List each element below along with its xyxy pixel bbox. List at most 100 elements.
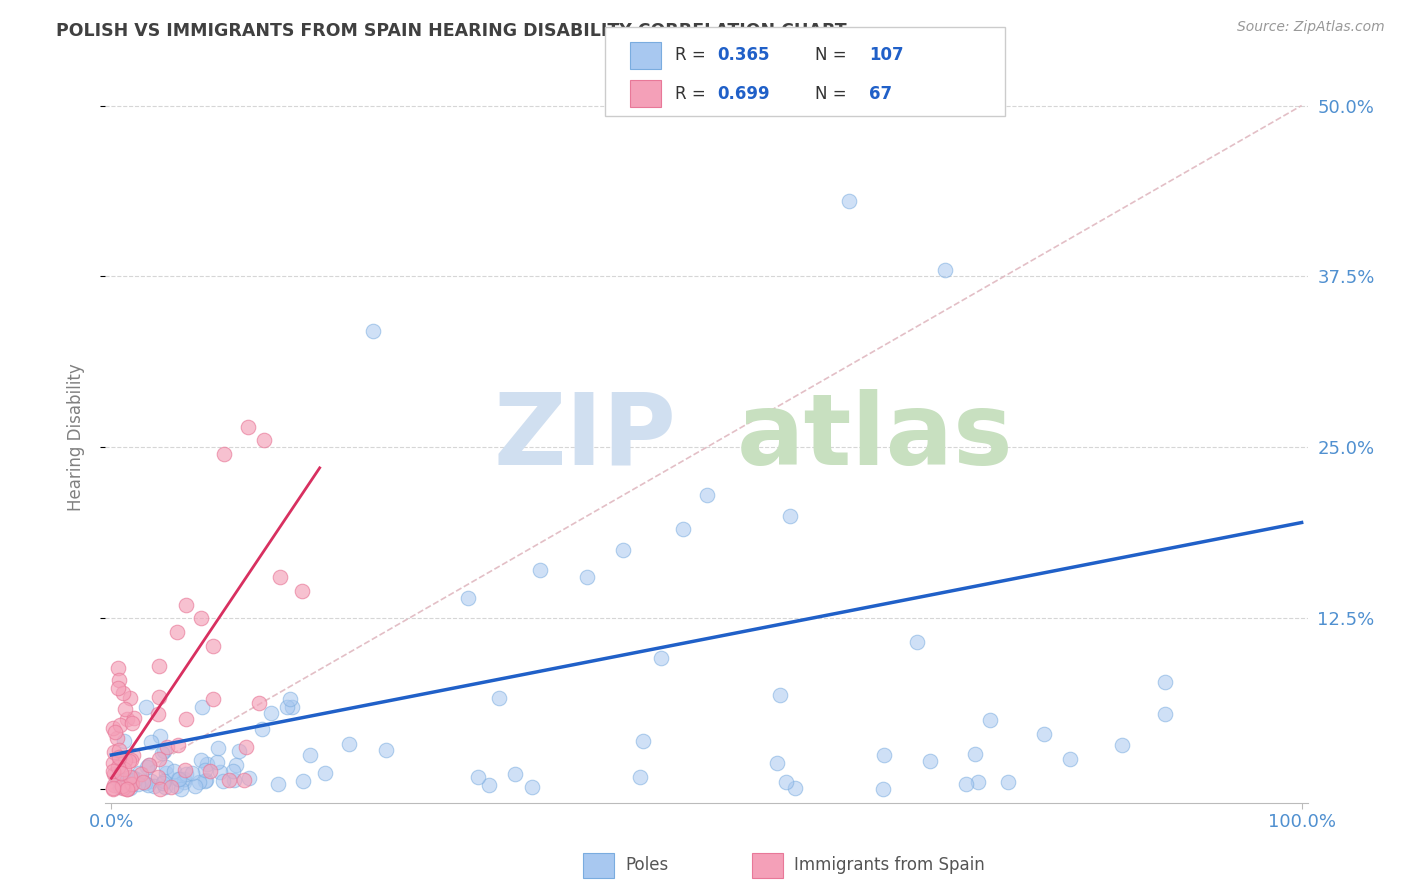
Point <box>129 766 152 780</box>
Point <box>225 758 247 772</box>
Point <box>214 447 236 461</box>
Point <box>201 639 224 653</box>
Point <box>467 770 489 784</box>
Text: N =: N = <box>815 85 852 103</box>
Point <box>118 770 141 784</box>
Point <box>160 780 183 795</box>
Point <box>108 718 131 732</box>
Point <box>114 753 136 767</box>
Point <box>173 774 195 789</box>
Point <box>111 780 134 795</box>
Point <box>769 688 792 702</box>
Point <box>111 686 134 700</box>
Point <box>176 598 198 612</box>
Point <box>143 779 166 793</box>
Point <box>997 775 1019 789</box>
Point <box>235 739 257 754</box>
Point <box>108 780 131 795</box>
Point <box>105 772 128 786</box>
Point <box>107 750 129 764</box>
Point <box>276 700 298 714</box>
Text: 107: 107 <box>869 46 904 64</box>
Point <box>104 725 127 739</box>
Point <box>207 740 229 755</box>
Point <box>955 777 977 791</box>
Point <box>131 774 153 789</box>
Point <box>298 748 321 763</box>
Point <box>105 731 128 745</box>
Point <box>529 563 551 577</box>
Point <box>121 715 143 730</box>
Point <box>170 782 193 797</box>
Point <box>672 522 695 536</box>
Text: ZIP: ZIP <box>494 389 676 485</box>
Point <box>775 775 797 789</box>
Point <box>478 778 501 792</box>
Point <box>174 763 197 777</box>
Point <box>193 774 215 789</box>
Y-axis label: Hearing Disability: Hearing Disability <box>66 363 84 511</box>
Point <box>209 765 232 780</box>
Point <box>155 765 177 780</box>
Point <box>269 570 291 584</box>
Point <box>135 700 157 714</box>
Point <box>148 752 170 766</box>
Point <box>103 767 125 781</box>
Point <box>967 774 990 789</box>
Point <box>188 775 211 789</box>
Point <box>138 758 160 772</box>
Point <box>292 773 315 788</box>
Point <box>101 756 124 770</box>
Point <box>872 747 894 762</box>
Point <box>184 779 207 793</box>
Point <box>224 773 246 788</box>
Point <box>488 690 510 705</box>
Point <box>167 739 190 753</box>
Point <box>121 770 143 784</box>
Point <box>121 777 143 791</box>
Point <box>169 772 191 786</box>
Point <box>112 773 135 788</box>
Text: Immigrants from Spain: Immigrants from Spain <box>794 856 986 874</box>
Point <box>103 778 125 792</box>
Point <box>125 772 148 786</box>
Point <box>779 508 801 523</box>
Point <box>108 751 131 765</box>
Point <box>117 712 139 726</box>
Point <box>115 782 138 797</box>
Point <box>218 773 240 788</box>
Point <box>101 721 124 735</box>
Point <box>232 773 254 788</box>
Point <box>934 262 956 277</box>
Point <box>212 774 235 789</box>
Point <box>153 780 176 794</box>
Point <box>114 702 136 716</box>
Point <box>128 765 150 780</box>
Point <box>247 696 270 710</box>
Text: POLISH VS IMMIGRANTS FROM SPAIN HEARING DISABILITY CORRELATION CHART: POLISH VS IMMIGRANTS FROM SPAIN HEARING … <box>56 22 846 40</box>
Point <box>238 771 260 785</box>
Point <box>153 774 176 789</box>
Text: 0.699: 0.699 <box>717 85 769 103</box>
Point <box>152 776 174 790</box>
Point <box>155 759 177 773</box>
Point <box>138 758 160 772</box>
Point <box>174 712 197 726</box>
Point <box>146 707 169 722</box>
Point <box>191 700 214 714</box>
Point <box>176 767 198 781</box>
Text: N =: N = <box>815 46 852 64</box>
Point <box>112 733 135 747</box>
Point <box>101 781 124 796</box>
Point <box>173 772 195 786</box>
Point <box>202 692 225 706</box>
Point <box>979 713 1001 727</box>
Point <box>153 744 176 758</box>
Point <box>190 611 212 625</box>
Point <box>118 755 141 769</box>
Point <box>107 681 129 695</box>
Point <box>612 542 634 557</box>
Point <box>198 764 221 778</box>
Point <box>112 762 135 776</box>
Point <box>965 747 987 761</box>
